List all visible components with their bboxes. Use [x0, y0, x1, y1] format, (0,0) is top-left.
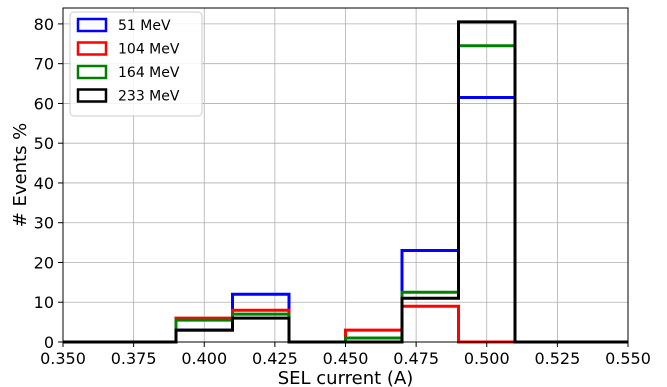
- grid-lines: [62, 8, 629, 343]
- legend-label: 164 MeV: [118, 65, 180, 81]
- x-tick-label: 0.475: [393, 349, 439, 368]
- y-tick-label: 40: [34, 174, 54, 193]
- legend: 51 MeV 104 MeV 164 MeV 233 MeV: [69, 11, 203, 117]
- y-tick-label: 60: [34, 94, 54, 113]
- x-tick-label: 0.525: [534, 349, 580, 368]
- y-tick-label: 30: [34, 214, 54, 233]
- x-tick-label: 0.425: [252, 349, 298, 368]
- y-axis-label: # Events %: [10, 123, 31, 228]
- legend-label: 233 MeV: [118, 89, 180, 105]
- y-tick-label: 80: [34, 15, 54, 34]
- x-tick-label: 0.450: [323, 349, 369, 368]
- x-tick-label: 0.500: [464, 349, 510, 368]
- y-tick-label: 10: [34, 293, 54, 312]
- x-tick-label: 0.350: [40, 349, 86, 368]
- x-tick-label: 0.400: [181, 349, 227, 368]
- x-axis-label: SEL current (A): [278, 368, 414, 387]
- legend-swatch: [76, 17, 108, 33]
- legend-swatch: [76, 64, 108, 80]
- legend-label: 51 MeV: [118, 18, 171, 34]
- legend-label: 104 MeV: [118, 42, 180, 58]
- x-tick-label: 0.550: [605, 349, 651, 368]
- y-tick-label: 20: [34, 253, 54, 272]
- x-tick-label: 0.375: [111, 349, 157, 368]
- y-tick-label: 50: [34, 134, 54, 153]
- legend-swatch: [76, 88, 108, 103]
- legend-swatch: [76, 41, 108, 56]
- y-tick-label: 70: [34, 55, 54, 74]
- y-tick-label: 0: [44, 333, 54, 352]
- axis-ticks: 0.350 0.375 0.400 0.425 0.450 0.475 0.500 0.525…: [34, 15, 651, 368]
